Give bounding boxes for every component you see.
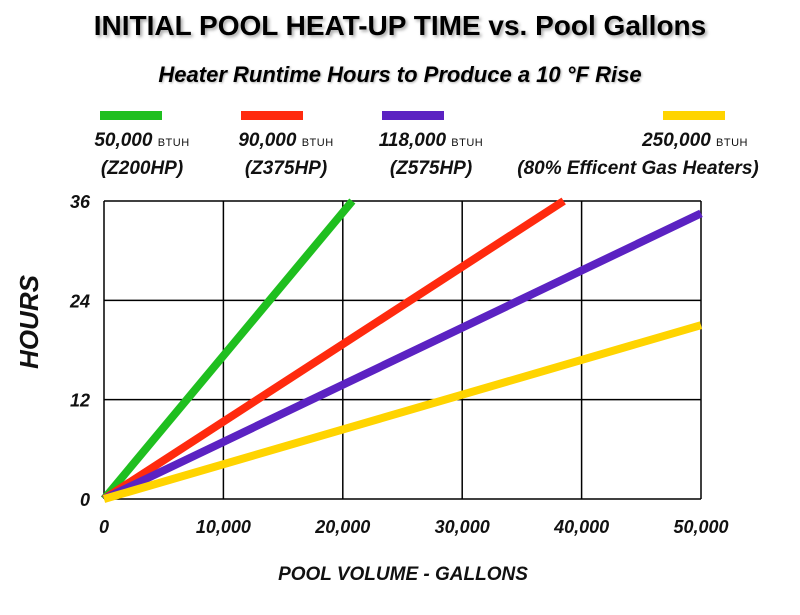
chart-title: INITIAL POOL HEAT-UP TIME vs. Pool Gallo… [93, 10, 707, 41]
x-tick-label: 10,000 [196, 517, 251, 537]
legend-model: (Z200HP) [100, 158, 184, 179]
legend-swatch-118000 [382, 111, 444, 120]
legend-value: 90,000 [238, 130, 297, 151]
series-line-2 [101, 197, 566, 503]
legend-value: 50,000 [94, 130, 153, 151]
y-tick-label: 36 [70, 192, 91, 212]
x-tick-label: 50,000 [673, 517, 728, 537]
legend-model: (Z575HP) [389, 158, 473, 179]
legend-swatch-250000 [663, 111, 725, 120]
x-axis-title: POOL VOLUME - GALLONS [278, 564, 528, 585]
legend-unit: BTUH [301, 137, 334, 149]
chart-subtitle: Heater Runtime Hours to Produce a 10 °F … [158, 62, 642, 87]
legend-value: 118,000 [378, 130, 447, 151]
x-tick-label: 40,000 [553, 517, 609, 537]
legend-unit: BTUH [716, 137, 748, 149]
legend-unit: BTUH [451, 137, 484, 149]
legend-value: 250,000 [642, 130, 711, 151]
legend-model: (Z375HP) [244, 158, 328, 179]
y-axis-title: HOURS [14, 274, 44, 369]
series-line-1 [100, 198, 356, 502]
legend-entry-90000: 90,000 BTUH (Z375HP) [226, 128, 346, 182]
legend-unit: BTUH [157, 137, 190, 149]
legend-swatch-90000 [241, 111, 303, 120]
y-tick-label: 24 [69, 291, 90, 311]
series-line-3 [102, 209, 703, 503]
legend-entry-118000: 118,000 BTUH (Z575HP) [366, 128, 496, 182]
x-tick-label: 0 [99, 517, 109, 537]
legend-model: (80% Efficent Gas Heaters) [517, 158, 759, 179]
series-line-4 [102, 321, 703, 503]
legend-entry-250000: 250,000 BTUH (80% Efficent Gas Heaters) [506, 128, 770, 182]
x-tick-label: 20,000 [314, 517, 370, 537]
x-tick-label: 30,000 [435, 517, 490, 537]
legend-entry-50000: 50,000 BTUH (Z200HP) [82, 128, 202, 182]
y-tick-label: 12 [70, 391, 90, 411]
y-tick-label: 0 [80, 490, 90, 510]
legend-swatch-50000 [100, 111, 162, 120]
